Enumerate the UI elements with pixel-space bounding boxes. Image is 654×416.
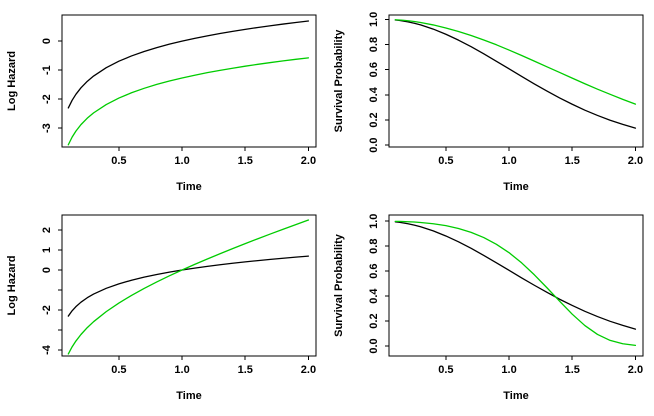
plot-box <box>61 214 317 357</box>
x-tick-label: 0.5 <box>111 364 126 376</box>
y-tick-label: 0.6 <box>368 62 380 77</box>
y-tick-label: 0.2 <box>368 313 380 328</box>
y-tick-label: 0 <box>41 38 53 44</box>
x-tick-label: 0.5 <box>438 155 453 167</box>
panel-survival-crossing: 0.5 1.0 1.5 2.0 1.0 0.8 0.6 0.4 0.2 0.0 Time Surviv… <box>327 208 654 416</box>
panel-survival-proportional: 0.5 1.0 1.5 2.0 1.0 0.8 0.6 0.4 0.2 0.0 Time Surviv… <box>327 0 654 208</box>
y-tick-label: 0.0 <box>368 338 380 353</box>
y-tick-label: 0.8 <box>368 239 380 254</box>
y-tick-label: -4 <box>41 344 53 355</box>
y-tick-label: 0 <box>41 267 53 273</box>
y-tick-label: -2 <box>41 305 53 315</box>
plot-box <box>61 14 317 148</box>
panel-log-hazard-proportional: 0.5 1.0 1.5 2.0 0 -1 -2 -3 Time Log Hazard <box>0 0 327 208</box>
x-tick-label: 0.5 <box>438 364 453 376</box>
series-black-curve <box>67 255 310 317</box>
y-axis-title: Survival Probability <box>333 233 345 337</box>
x-tick-label: 2.0 <box>301 364 316 376</box>
y-tick-label: -2 <box>41 94 53 104</box>
chart-survival-crossing: 0.5 1.0 1.5 2.0 1.0 0.8 0.6 0.4 0.2 0.0 Time Surviv… <box>333 214 644 402</box>
series-green-curve <box>394 220 637 347</box>
x-tick-label: 1.0 <box>501 155 516 167</box>
series-black-curve <box>394 221 637 330</box>
x-tick-label: 1.5 <box>565 364 580 376</box>
chart-survival-proportional: 0.5 1.0 1.5 2.0 1.0 0.8 0.6 0.4 0.2 0.0 Time Surviv… <box>333 12 644 193</box>
y-tick-label: 1 <box>41 247 53 253</box>
x-tick-label: 2.0 <box>628 364 643 376</box>
x-tick-label: 1.0 <box>174 364 189 376</box>
series-green-curve <box>67 57 310 146</box>
chart-log-hazard-crossing: 0.5 1.0 1.5 2.0 2 1 0 -2 -4 Time Log Hazard <box>6 214 317 402</box>
plot-box <box>388 14 644 148</box>
series-black-curve <box>394 19 637 129</box>
y-axis-title: Survival Probability <box>333 29 345 133</box>
series-green-curve <box>67 219 310 355</box>
x-tick-label: 2.0 <box>301 155 316 167</box>
x-axis-title: Time <box>176 181 201 193</box>
y-tick-label: 1.0 <box>368 12 380 27</box>
y-tick-label: 0.6 <box>368 264 380 279</box>
plot-box <box>388 214 644 357</box>
panel-log-hazard-crossing: 0.5 1.0 1.5 2.0 2 1 0 -2 -4 Time Log Hazard <box>0 208 327 416</box>
x-axis-title: Time <box>176 390 201 402</box>
y-tick-label: 0.0 <box>368 137 380 152</box>
x-axis-title: Time <box>503 181 528 193</box>
y-tick-label: 0.8 <box>368 37 380 52</box>
y-tick-label: 0.4 <box>368 288 380 304</box>
x-tick-label: 1.5 <box>238 155 253 167</box>
y-axis-title: Log Hazard <box>6 256 18 316</box>
y-tick-label: 2 <box>41 227 53 233</box>
y-tick-label: 0.2 <box>368 112 380 127</box>
x-tick-label: 1.0 <box>501 364 516 376</box>
x-tick-label: 2.0 <box>628 155 643 167</box>
series-black-curve <box>67 20 310 109</box>
y-axis-title: Log Hazard <box>6 51 18 111</box>
x-tick-label: 0.5 <box>111 155 126 167</box>
x-tick-label: 1.5 <box>238 364 253 376</box>
chart-log-hazard-proportional: 0.5 1.0 1.5 2.0 0 -1 -2 -3 Time Log Hazard <box>6 14 317 193</box>
series-green-curve <box>394 19 637 105</box>
x-tick-label: 1.0 <box>174 155 189 167</box>
x-axis-title: Time <box>503 390 528 402</box>
y-tick-label: 1.0 <box>368 214 380 229</box>
x-tick-label: 1.5 <box>565 155 580 167</box>
y-tick-label: -1 <box>41 65 53 75</box>
y-tick-label: 0.4 <box>368 86 380 102</box>
y-tick-label: -3 <box>41 123 53 133</box>
